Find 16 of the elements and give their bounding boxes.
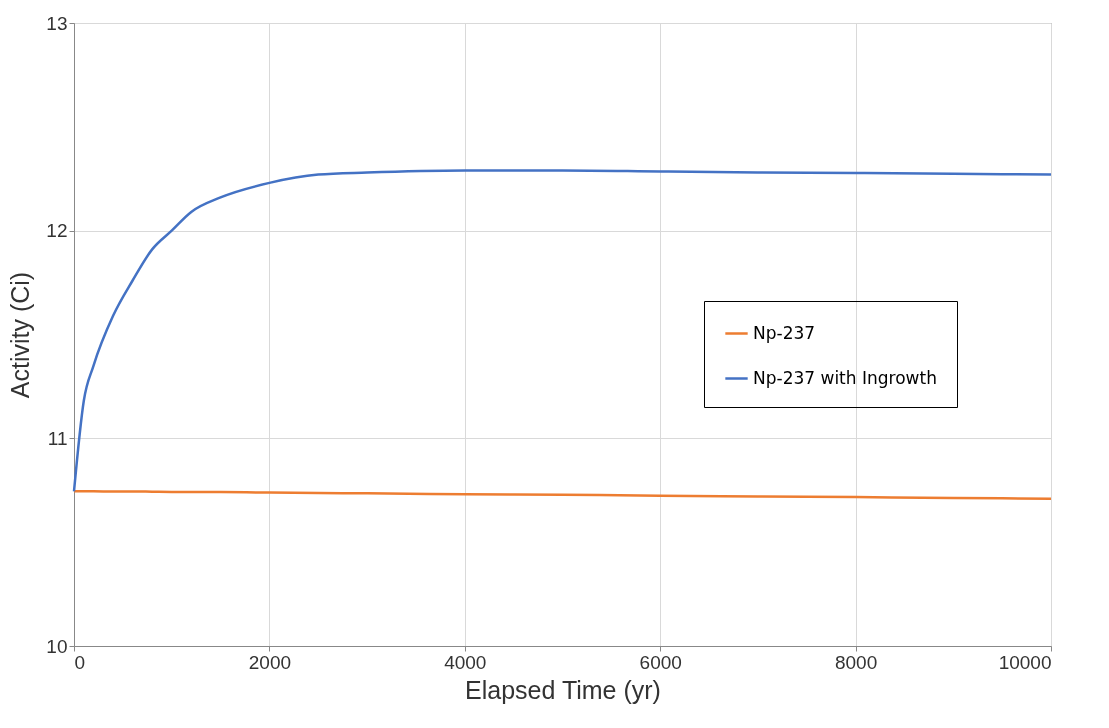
x-tick-label: 6000 bbox=[639, 651, 682, 673]
y-tick-label: 12 bbox=[46, 220, 68, 242]
y-tick-label: 13 bbox=[46, 12, 68, 34]
line-series bbox=[72, 490, 1053, 501]
legend-label: Np-237 bbox=[753, 322, 816, 343]
y-axis-title: Activity (Ci) bbox=[6, 271, 35, 399]
x-tick-label: 10000 bbox=[998, 651, 1052, 673]
x-tick-label: 4000 bbox=[444, 651, 487, 673]
legend-label: Np-237 with Ingrowth bbox=[753, 367, 937, 388]
x-tick-label: 8000 bbox=[834, 651, 878, 673]
y-tick-label: 11 bbox=[47, 427, 68, 449]
x-tick-label: 2000 bbox=[248, 651, 292, 673]
y-tick-label: 10 bbox=[46, 635, 68, 657]
line-series bbox=[72, 169, 1053, 493]
x-tick-label: 0 bbox=[74, 651, 86, 673]
x-axis-title: Elapsed Time (yr) bbox=[465, 675, 661, 704]
